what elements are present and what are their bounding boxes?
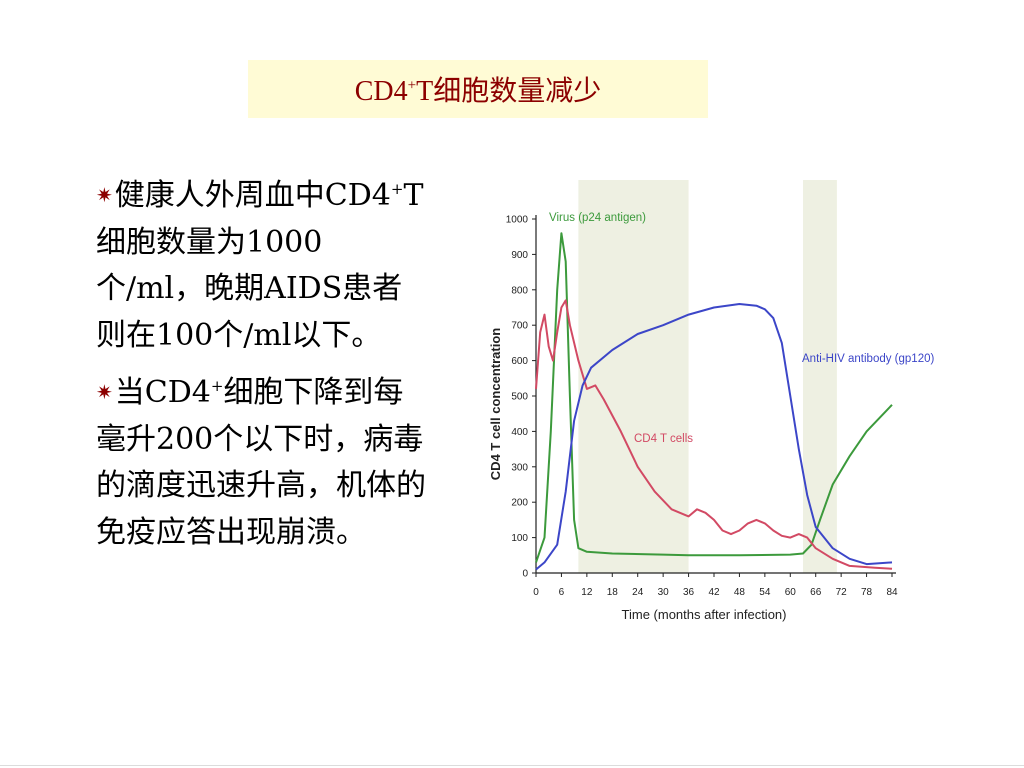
cd4-hiv-chart: 0 100 200 300 400 500 600 700 800 900 1000 0 6 12 18 24… — [488, 180, 934, 622]
title-suffix: T细胞数量减少 — [416, 76, 602, 107]
series-line-3 — [535, 303, 893, 571]
x-tick-label: 6 — [559, 587, 565, 598]
y-tick-label: 400 — [511, 427, 528, 438]
x-tick-label: 0 — [533, 587, 539, 598]
footer-divider — [0, 765, 1024, 766]
x-tick-label: 36 — [683, 587, 695, 598]
series-label-3: Anti-HIV antibody (gp120) — [802, 353, 934, 365]
bullet-1-text-b: T细胞数量为1000个/ml，晚期AIDS患者则在100个/ml以下。 — [96, 178, 424, 353]
x-tick-label: 84 — [886, 587, 898, 598]
x-tick-label: 42 — [708, 587, 720, 598]
y-tick-label: 800 — [511, 285, 528, 296]
bullet-1-text-a: 健康人外周血中CD4 — [114, 178, 391, 213]
title-prefix: CD4 — [354, 76, 408, 107]
title-superscript: + — [407, 77, 417, 94]
series-label-2: CD4 T cells — [634, 433, 693, 445]
series-label-1: Virus (p24 antigen) — [549, 212, 646, 224]
y-tick-label: 100 — [511, 533, 528, 544]
y-tick-label: 600 — [511, 356, 528, 367]
shaded-band-2 — [803, 180, 837, 573]
y-tick-label: 200 — [511, 498, 528, 509]
y-tick-label: 900 — [511, 250, 528, 261]
x-tick-label: 48 — [734, 587, 746, 598]
series-line-1 — [535, 232, 893, 563]
bullet-2-text-a: 当CD4 — [114, 375, 211, 410]
y-axis-label: CD4 T cell concentration — [488, 328, 503, 480]
x-axis-label: Time (months after infection) — [622, 607, 787, 622]
y-tick-label: 1000 — [506, 215, 529, 226]
bullet-2-text-b: 细胞下降到每毫升200个以下时，病毒的滴度迅速升高，机体的免疫应答出现崩溃。 — [96, 375, 426, 550]
bullet-2-superscript: + — [210, 377, 224, 395]
x-tick-label: 18 — [607, 587, 619, 598]
x-tick-label: 54 — [759, 587, 771, 598]
star-bullet-icon: ✷ — [96, 380, 113, 404]
bullet-1-superscript: + — [390, 180, 404, 198]
star-bullet-icon: ✷ — [96, 183, 113, 207]
slide-title: CD4+T细胞数量减少 — [355, 69, 601, 109]
x-tick-label: 60 — [785, 587, 797, 598]
series-line-2 — [535, 299, 893, 570]
y-tick-label: 500 — [511, 392, 528, 403]
bullet-item-1: ✷健康人外周血中CD4+T细胞数量为1000个/ml，晚期AIDS患者则在100… — [96, 172, 426, 359]
x-tick-label: 66 — [810, 587, 822, 598]
slide-title-box: CD4+T细胞数量减少 — [248, 60, 708, 118]
shaded-band-1 — [578, 180, 689, 573]
bullet-list: ✷健康人外周血中CD4+T细胞数量为1000个/ml，晚期AIDS患者则在100… — [96, 172, 426, 566]
y-tick-label: 700 — [511, 321, 528, 332]
x-tick-label: 78 — [861, 587, 873, 598]
y-tick-label: 0 — [522, 569, 528, 580]
y-tick-label: 300 — [511, 462, 528, 473]
bullet-item-2: ✷当CD4+细胞下降到每毫升200个以下时，病毒的滴度迅速升高，机体的免疫应答出… — [96, 369, 426, 556]
x-tick-label: 24 — [632, 587, 644, 598]
x-tick-label: 12 — [581, 587, 593, 598]
x-tick-label: 30 — [658, 587, 670, 598]
x-tick-label: 72 — [836, 587, 848, 598]
